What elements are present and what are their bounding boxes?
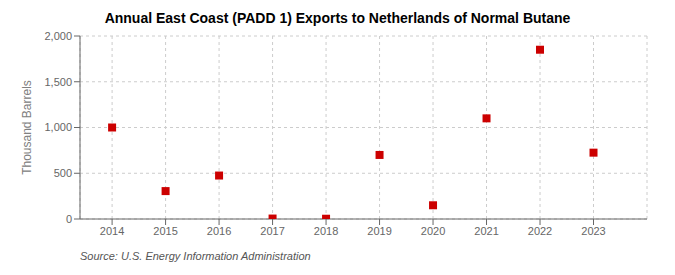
- svg-text:500: 500: [54, 167, 72, 179]
- svg-text:2023: 2023: [581, 225, 605, 237]
- svg-text:2020: 2020: [421, 225, 445, 237]
- svg-text:Thousand Barrels: Thousand Barrels: [20, 80, 34, 175]
- svg-text:2017: 2017: [260, 225, 284, 237]
- svg-text:2018: 2018: [314, 225, 338, 237]
- svg-text:2,000: 2,000: [44, 30, 72, 42]
- svg-text:1,500: 1,500: [44, 76, 72, 88]
- svg-text:2021: 2021: [474, 225, 498, 237]
- svg-text:0: 0: [66, 213, 72, 225]
- svg-text:2015: 2015: [153, 225, 177, 237]
- svg-text:2022: 2022: [528, 225, 552, 237]
- svg-text:2014: 2014: [100, 225, 124, 237]
- svg-text:2016: 2016: [207, 225, 231, 237]
- html-text:Annual East Coast (PADD 1) Exp: Annual East Coast (PADD 1) Exports to Ne…: [104, 10, 571, 26]
- svg-text:1,000: 1,000: [44, 121, 72, 133]
- svg-text:2019: 2019: [367, 225, 391, 237]
- html-text:Source: U.S. Energy Informatio: Source: U.S. Energy Information Administ…: [80, 250, 311, 262]
